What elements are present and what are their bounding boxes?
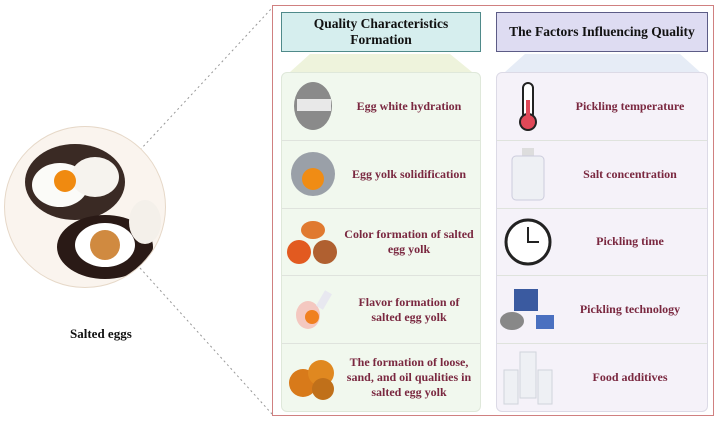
list-item: Egg white hydration [282,73,480,141]
egg-yolk-photo-icon [282,149,344,199]
list-item: The formation of loose, sand, and oil qu… [282,344,480,411]
yolks-photo-icon [282,355,344,401]
list-item: Pickling technology [497,276,707,345]
list-item: Color formation of salted egg yolk [282,209,480,277]
mouth-flavor-icon [282,285,344,335]
egg-white-photo-icon [282,81,344,131]
fan-left [290,54,472,72]
quality-panel: Egg white hydration Egg yolk solidificat… [281,72,481,412]
factors-panel: Pickling temperature Salt concentration … [496,72,708,412]
yolk-color-photo-icon [282,218,344,266]
factors-header: The Factors Influencing Quality [496,12,708,52]
salt-bottle-icon [497,146,559,202]
thermometer-icon [497,80,559,132]
main-frame [272,5,714,416]
salted-eggs-caption: Salted eggs [70,326,132,341]
list-item: Salt concentration [497,141,707,209]
list-item: Pickling temperature [497,73,707,141]
list-item: Egg yolk solidification [282,141,480,209]
list-item: Pickling time [497,209,707,277]
clock-icon [497,217,559,267]
additive-bottles-icon [497,350,559,406]
quality-header: Quality Characteristics Formation [281,12,481,52]
equipment-icon [497,285,559,335]
list-item: Flavor formation of salted egg yolk [282,276,480,345]
salted-eggs-photo [4,126,166,288]
list-item: Food additives [497,344,707,411]
fan-right [505,54,700,72]
